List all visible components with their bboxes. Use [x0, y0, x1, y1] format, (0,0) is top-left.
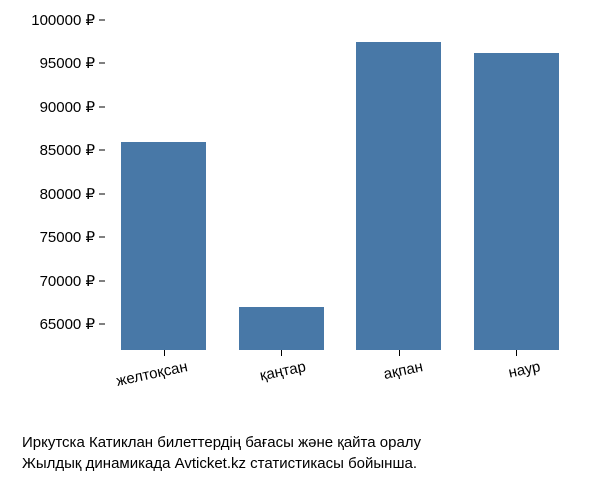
bars-group: [105, 20, 575, 350]
x-tick-label: қаңтар: [258, 358, 307, 384]
bar: [474, 53, 559, 350]
bar: [121, 142, 206, 350]
x-tick-mark: [164, 350, 165, 356]
bar: [356, 42, 441, 350]
y-axis: 65000 ₽ 70000 ₽ 75000 ₽ 80000 ₽ 85000 ₽ 90000…: [0, 20, 105, 350]
bar: [239, 307, 324, 350]
x-tick-label: наур: [507, 358, 542, 381]
x-tick-mark: [281, 350, 282, 356]
caption-line-1: Иркутска Катиклан билеттердің бағасы жән…: [22, 432, 592, 453]
chart-caption: Иркутска Катиклан билеттердің бағасы жән…: [22, 432, 592, 474]
y-tick-label: 75000 ₽: [40, 228, 95, 246]
x-tick-mark: [399, 350, 400, 356]
y-tick-label: 100000 ₽: [31, 11, 95, 29]
y-tick-label: 85000 ₽: [40, 141, 95, 159]
plot-area: [105, 20, 575, 350]
y-tick-label: 95000 ₽: [40, 54, 95, 72]
price-bar-chart: 65000 ₽ 70000 ₽ 75000 ₽ 80000 ₽ 85000 ₽ 90000…: [0, 0, 600, 500]
x-tick-label: ақпан: [382, 358, 424, 383]
y-tick-label: 90000 ₽: [40, 98, 95, 116]
x-tick-mark: [516, 350, 517, 356]
y-tick-label: 80000 ₽: [40, 185, 95, 203]
y-tick-label: 70000 ₽: [40, 272, 95, 290]
x-axis: желтоқсан қаңтар ақпан наур: [105, 350, 575, 420]
y-tick-label: 65000 ₽: [40, 315, 95, 333]
caption-line-2: Жылдық динамикада Avticket.kz статистика…: [22, 453, 592, 474]
x-tick-label: желтоқсан: [115, 358, 189, 390]
